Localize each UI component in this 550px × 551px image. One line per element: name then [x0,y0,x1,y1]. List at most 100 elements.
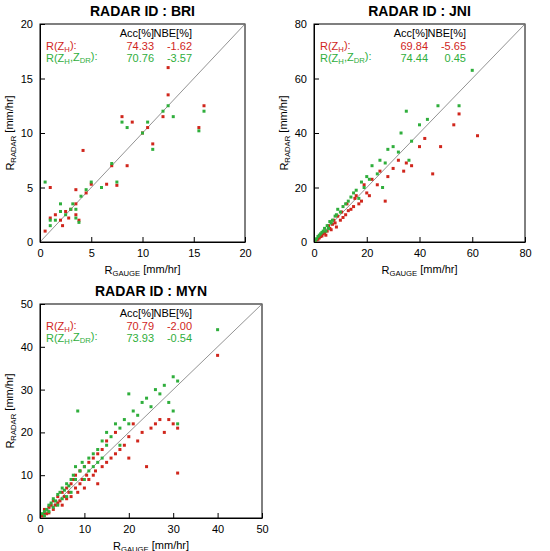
point [392,145,395,148]
point [330,228,333,231]
point [418,123,421,126]
tick-mark [262,513,263,518]
point [141,132,144,135]
point [85,188,88,191]
point [110,457,113,460]
point [151,142,154,145]
point [126,126,129,129]
point [322,230,325,233]
point [87,478,90,481]
point [54,499,57,502]
point [101,439,104,442]
point [150,427,153,430]
point [376,172,379,175]
nbe-value: -3.57 [167,52,192,64]
point [141,401,144,404]
point [400,132,403,135]
tick-label: 40 [212,523,224,535]
tick-label: 0 [27,512,33,524]
x-axis: 020406080 [311,237,531,259]
tick: 80 [295,18,319,30]
stats-table: Acc[%]NBE[%]R(ZH):69.84-5.65R(ZH,ZDR):74… [320,27,466,66]
point [83,478,86,481]
tick: 10 [21,127,45,139]
tick-label: 20 [21,426,33,438]
point [172,410,175,413]
tick: 40 [212,513,224,535]
point [136,439,139,442]
tick-label: 50 [256,523,268,535]
point [123,444,126,447]
point [61,224,64,227]
title: RADAR ID : MYN [95,283,207,299]
point [50,502,53,505]
point [172,375,175,378]
point [363,186,366,189]
one-to-one-line [314,24,525,242]
tick: 10 [21,469,45,481]
y-axis-title: RRADAR [mm/hr] [3,95,18,170]
tick-label: 60 [295,73,307,85]
tick-mark [40,390,45,391]
tick: 0 [27,236,45,248]
tick-label: 40 [414,247,426,259]
point [342,216,345,219]
point [64,210,67,213]
x-axis-title: RGAUGE [mm/hr] [381,263,457,278]
point [121,121,124,124]
title: RADAR ID : BRI [90,3,195,19]
y-axis: 020406080 [295,18,319,248]
point [405,110,408,113]
point [76,491,79,494]
point [47,510,50,513]
point [176,472,179,475]
tick-mark [40,304,45,305]
point [471,69,474,72]
tick-label: 20 [123,523,135,535]
point [96,452,99,455]
tick-mark [91,237,92,242]
point [357,197,360,200]
point [114,431,117,434]
tick: 80 [519,237,531,259]
x-axis: 05101520 [37,237,251,259]
point [114,452,117,455]
point [368,194,371,197]
point [74,465,77,468]
point [426,118,429,121]
tick-label: 10 [137,247,149,259]
tick-label: 15 [188,247,200,259]
point [384,161,387,164]
point [49,186,52,189]
point [392,167,395,170]
point [105,439,108,442]
point [368,178,371,181]
point [197,129,200,132]
nbe-value: -5.65 [441,40,466,52]
point [167,401,170,404]
point [431,172,434,175]
point [74,478,77,481]
tick-mark [143,237,144,242]
point [347,209,350,212]
title: RADAR ID : JNI [368,3,471,19]
point [77,221,80,224]
tick-mark [40,432,45,433]
tick-mark [40,79,45,80]
point [56,504,59,507]
tick-label: 10 [21,127,33,139]
point [131,121,134,124]
point [58,491,61,494]
point [71,202,74,205]
point [203,110,206,113]
tick-label: 20 [21,18,33,30]
point [64,213,67,216]
point [146,126,149,129]
point [349,208,352,211]
tick: 0 [301,236,319,248]
tick-mark [314,242,319,243]
axis-line [40,305,41,519]
point [163,431,166,434]
point [163,384,166,387]
tick-mark [367,237,368,242]
